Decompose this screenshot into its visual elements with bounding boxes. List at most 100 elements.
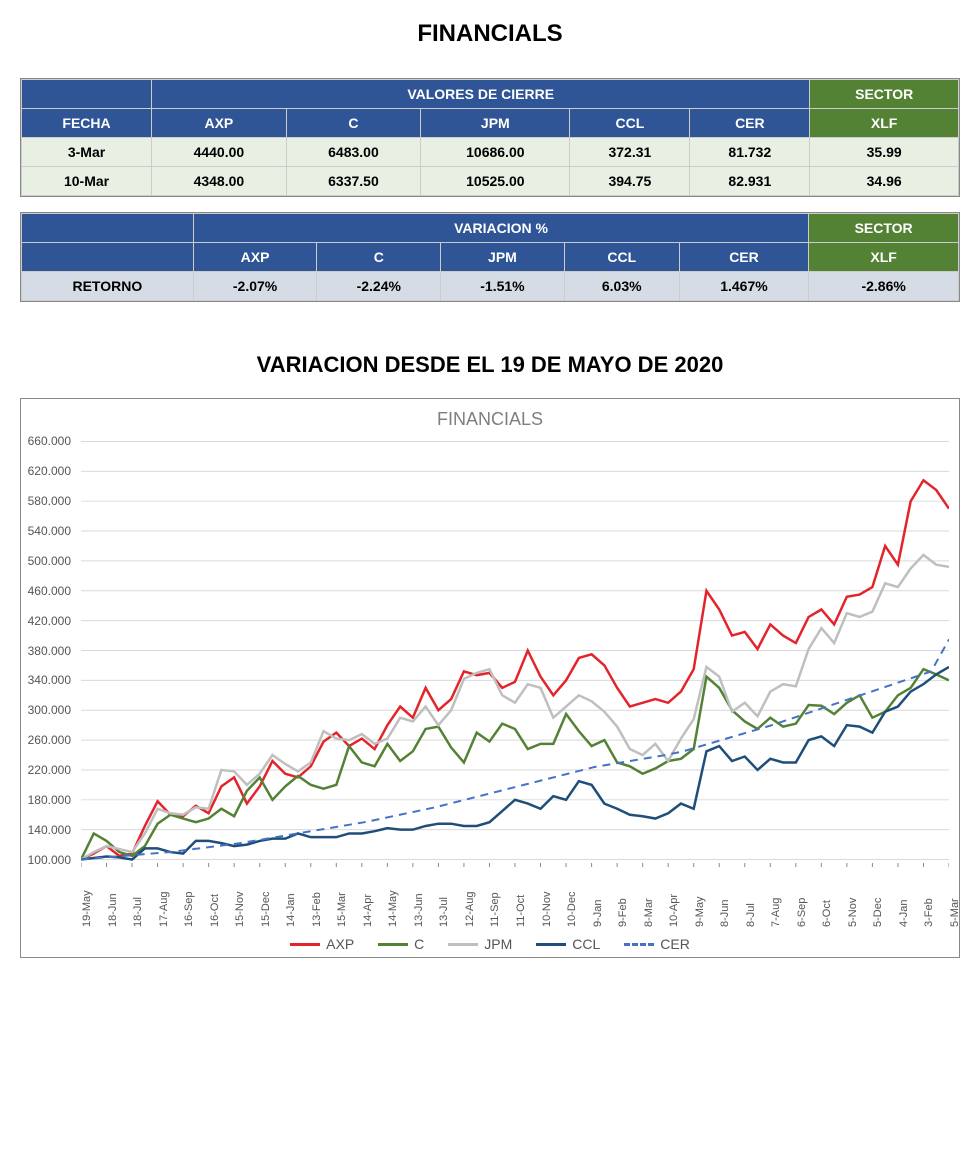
x-tick-label: 15-Nov [234, 892, 246, 927]
x-tick-label: 11-Sep [489, 892, 501, 927]
legend-swatch [448, 943, 478, 946]
sector-label: SECTOR [810, 80, 959, 109]
x-tick-label: 19-May [81, 890, 93, 927]
cell: 10525.00 [421, 167, 570, 196]
col-cer: CER [679, 243, 809, 272]
y-tick-label: 140.000 [28, 823, 71, 837]
col-c: C [286, 109, 421, 138]
cell: 1.467% [679, 272, 809, 301]
col-axp: AXP [193, 243, 317, 272]
col-ccl: CCL [564, 243, 679, 272]
x-tick-label: 8-Jul [745, 903, 757, 927]
y-tick-label: 260.000 [28, 733, 71, 747]
legend-swatch [290, 943, 320, 946]
x-tick-label: 12-Aug [464, 892, 476, 927]
x-tick-label: 10-Dec [566, 892, 578, 927]
y-tick-label: 340.000 [28, 673, 71, 687]
y-tick-label: 580.000 [28, 494, 71, 508]
col-ccl: CCL [570, 109, 690, 138]
cell: 394.75 [570, 167, 690, 196]
col-c: C [317, 243, 441, 272]
legend-label: AXP [326, 936, 354, 952]
y-axis: 100.000140.000180.000220.000260.000300.0… [21, 434, 76, 867]
table-header-title: VALORES DE CIERRE SECTOR [22, 80, 959, 109]
chart-inner-title: FINANCIALS [21, 399, 959, 430]
x-tick-label: 10-Nov [541, 892, 553, 927]
x-tick-label: 10-Apr [668, 894, 680, 927]
col-fecha: FECHA [22, 109, 152, 138]
legend-label: CER [660, 936, 690, 952]
x-tick-label: 9-Feb [617, 898, 629, 927]
table-row: 10-Mar 4348.00 6337.50 10525.00 394.75 8… [22, 167, 959, 196]
x-tick-label: 18-Jul [132, 897, 144, 927]
cell: 372.31 [570, 138, 690, 167]
cell: RETORNO [22, 272, 194, 301]
table-row: RETORNO -2.07% -2.24% -1.51% 6.03% 1.467… [22, 272, 959, 301]
cell-empty [22, 214, 194, 243]
cell: 10-Mar [22, 167, 152, 196]
y-tick-label: 620.000 [28, 464, 71, 478]
series-jpm [81, 555, 949, 860]
cell: -2.07% [193, 272, 317, 301]
x-tick-label: 11-Oct [515, 895, 527, 927]
chart-plot-area [81, 434, 949, 867]
legend-label: CCL [572, 936, 600, 952]
x-tick-label: 3-Feb [923, 898, 935, 927]
cell: -2.24% [317, 272, 441, 301]
legend-label: C [414, 936, 424, 952]
col-xlf: XLF [810, 109, 959, 138]
closing-values-table: VALORES DE CIERRE SECTOR FECHA AXP C JPM… [21, 79, 959, 196]
x-tick-label: 5-Nov [847, 898, 859, 927]
cell: 10686.00 [421, 138, 570, 167]
y-tick-label: 420.000 [28, 614, 71, 628]
cell: -1.51% [441, 272, 565, 301]
y-tick-label: 220.000 [28, 763, 71, 777]
page-title: FINANCIALS [20, 20, 960, 48]
y-tick-label: 100.000 [28, 853, 71, 867]
series-cer [81, 639, 949, 859]
cell: 34.96 [810, 167, 959, 196]
table-valores-cierre: VALORES DE CIERRE SECTOR FECHA AXP C JPM… [20, 78, 960, 197]
col-xlf: XLF [809, 243, 959, 272]
legend-swatch [624, 943, 654, 946]
x-axis: 19-May 18-Jun 18-Jul 17-Aug 16-Sep 16-Oct 15-N… [81, 867, 949, 932]
legend-item-jpm: JPM [448, 936, 512, 952]
x-tick-label: 13-Feb [311, 892, 323, 927]
sector-label: SECTOR [809, 214, 959, 243]
legend-item-c: C [378, 936, 424, 952]
legend-swatch [378, 943, 408, 946]
x-tick-label: 4-Jan [898, 899, 910, 927]
cell: 6483.00 [286, 138, 421, 167]
table-column-headers: FECHA AXP C JPM CCL CER XLF [22, 109, 959, 138]
y-tick-label: 300.000 [28, 703, 71, 717]
cell: 35.99 [810, 138, 959, 167]
x-tick-label: 5-Mar [949, 898, 961, 927]
series-c [81, 669, 949, 859]
legend-item-ccl: CCL [536, 936, 600, 952]
table-variacion: VARIACION % SECTOR AXP C JPM CCL CER XLF… [20, 212, 960, 302]
financials-chart: FINANCIALS 100.000140.000180.000220.0002… [20, 398, 960, 958]
x-tick-label: 16-Sep [183, 892, 195, 927]
y-tick-label: 380.000 [28, 644, 71, 658]
x-tick-label: 17-Aug [158, 892, 170, 927]
cell: 3-Mar [22, 138, 152, 167]
x-tick-label: 6-Oct [821, 900, 833, 927]
x-tick-label: 14-Jan [285, 893, 297, 927]
y-tick-label: 540.000 [28, 524, 71, 538]
x-tick-label: 14-Apr [362, 894, 374, 927]
chart-section-title: VARIACION DESDE EL 19 DE MAYO DE 2020 [20, 352, 960, 378]
variation-table: VARIACION % SECTOR AXP C JPM CCL CER XLF… [21, 213, 959, 301]
x-tick-label: 18-Jun [107, 893, 119, 927]
col-jpm: JPM [421, 109, 570, 138]
x-tick-label: 16-Oct [209, 894, 221, 927]
table-row: 3-Mar 4440.00 6483.00 10686.00 372.31 81… [22, 138, 959, 167]
series-ccl [81, 667, 949, 860]
table-title: VARIACION % [193, 214, 809, 243]
cell: 81.732 [690, 138, 810, 167]
chart-svg [81, 434, 949, 867]
cell: 4440.00 [152, 138, 287, 167]
table-header-title: VARIACION % SECTOR [22, 214, 959, 243]
x-tick-label: 13-Jun [413, 893, 425, 927]
cell: 6.03% [564, 272, 679, 301]
cell: -2.86% [809, 272, 959, 301]
